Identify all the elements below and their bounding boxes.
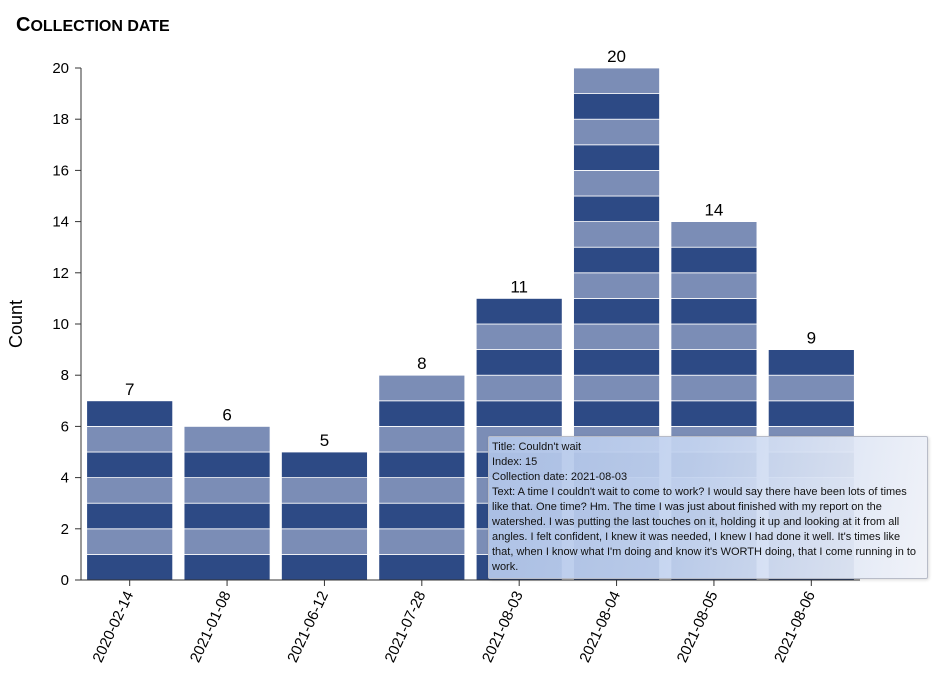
y-tick-label: 0 bbox=[61, 572, 69, 589]
bar-segment[interactable] bbox=[475, 349, 563, 376]
bar-segment[interactable] bbox=[573, 221, 660, 248]
bar-segment[interactable] bbox=[183, 425, 271, 453]
bar-segment[interactable] bbox=[573, 246, 660, 274]
bar-segment[interactable] bbox=[86, 425, 174, 453]
x-tick-label: 2021-07-28 bbox=[382, 589, 430, 666]
y-tick-label: 20 bbox=[52, 60, 69, 77]
bar-value-label: 8 bbox=[417, 354, 426, 373]
tooltip-text: Text: A time I couldn't wait to come to … bbox=[492, 486, 917, 573]
bar-value-label: 9 bbox=[807, 329, 816, 348]
data-tooltip: Title: Couldn't wait Index: 15 Collectio… bbox=[488, 436, 928, 579]
bar-segment[interactable] bbox=[670, 349, 758, 376]
tooltip-title: Title: Couldn't wait bbox=[492, 441, 582, 453]
x-tick-label: 2021-06-12 bbox=[284, 589, 332, 666]
bar-segment[interactable] bbox=[281, 451, 368, 479]
bar-value-label: 7 bbox=[125, 380, 134, 399]
y-axis-label: Count bbox=[6, 300, 26, 348]
bar-value-label: 20 bbox=[607, 47, 626, 66]
bar-segment[interactable] bbox=[573, 374, 660, 402]
x-tick-label: 2021-08-06 bbox=[771, 589, 819, 666]
bar-segment[interactable] bbox=[86, 554, 174, 581]
bar-segment[interactable] bbox=[378, 554, 466, 581]
chart-title: COLLECTION DATE bbox=[16, 14, 170, 36]
bar-segment[interactable] bbox=[573, 272, 660, 299]
bar-segment[interactable] bbox=[767, 374, 855, 402]
y-tick-label: 12 bbox=[52, 265, 69, 282]
y-tick-label: 10 bbox=[52, 316, 69, 333]
bar-value-label: 14 bbox=[704, 201, 723, 220]
bar-segment[interactable] bbox=[475, 374, 563, 402]
bar-segment[interactable] bbox=[183, 451, 271, 479]
bar-segment[interactable] bbox=[573, 349, 660, 376]
bar-segment[interactable] bbox=[86, 400, 174, 427]
y-tick-label: 8 bbox=[61, 367, 69, 384]
bar-segment[interactable] bbox=[281, 477, 368, 504]
bar-segment[interactable] bbox=[378, 528, 466, 555]
bar-segment[interactable] bbox=[573, 323, 660, 351]
bar-segment[interactable] bbox=[670, 221, 758, 248]
bar-segment[interactable] bbox=[86, 502, 174, 530]
bar-segment[interactable] bbox=[378, 477, 466, 504]
bar-segment[interactable] bbox=[281, 554, 368, 581]
bar-segment[interactable] bbox=[183, 477, 271, 504]
bar-segment[interactable] bbox=[183, 502, 271, 530]
x-tick-label: 2020-02-14 bbox=[89, 589, 137, 666]
x-tick-label: 2021-08-05 bbox=[674, 589, 722, 666]
bar-segment[interactable] bbox=[670, 297, 758, 325]
bar-segment[interactable] bbox=[767, 400, 855, 427]
bar-segment[interactable] bbox=[573, 400, 660, 427]
y-tick-label: 2 bbox=[61, 521, 69, 538]
bar-segment[interactable] bbox=[573, 118, 660, 146]
bar-segment[interactable] bbox=[573, 144, 660, 171]
x-tick-label: 2021-08-03 bbox=[479, 589, 527, 666]
bar-segment[interactable] bbox=[475, 323, 563, 351]
bar-segment[interactable] bbox=[670, 246, 758, 274]
bar-segment[interactable] bbox=[281, 502, 368, 530]
bar-segment[interactable] bbox=[475, 400, 563, 427]
bar-segment[interactable] bbox=[573, 195, 660, 223]
bar-segment[interactable] bbox=[183, 554, 271, 581]
bar-segment[interactable] bbox=[378, 451, 466, 479]
y-tick-label: 14 bbox=[52, 214, 69, 231]
bar-segment[interactable] bbox=[378, 400, 466, 427]
bar-segment[interactable] bbox=[183, 528, 271, 555]
tooltip-index: Index: 15 bbox=[492, 456, 538, 468]
bar-segment[interactable] bbox=[86, 528, 174, 555]
bar-segment[interactable] bbox=[86, 477, 174, 504]
bar-value-label: 11 bbox=[510, 277, 528, 296]
bar-segment[interactable] bbox=[767, 349, 855, 376]
bar-value-label: 5 bbox=[320, 431, 329, 450]
tooltip-date: Collection date: 2021-08-03 bbox=[492, 471, 628, 483]
x-tick-label: 2021-01-08 bbox=[187, 589, 235, 666]
bar-segment[interactable] bbox=[281, 528, 368, 555]
bar-value-label: 6 bbox=[222, 405, 231, 424]
bar-segment[interactable] bbox=[378, 425, 466, 453]
bar-segment[interactable] bbox=[573, 67, 660, 95]
y-tick-label: 4 bbox=[61, 470, 69, 487]
bar-segment[interactable] bbox=[670, 400, 758, 427]
x-tick-label: 2021-08-04 bbox=[576, 589, 624, 666]
bar-segment[interactable] bbox=[670, 272, 758, 299]
bar-segment[interactable] bbox=[573, 169, 660, 197]
bar-segment[interactable] bbox=[573, 93, 660, 120]
y-tick-label: 6 bbox=[61, 418, 69, 435]
bar-segment[interactable] bbox=[378, 502, 466, 530]
y-tick-label: 16 bbox=[52, 162, 69, 179]
bar-segment[interactable] bbox=[670, 323, 758, 351]
bar-segment[interactable] bbox=[670, 374, 758, 402]
bar-segment[interactable] bbox=[378, 374, 466, 402]
bar-segment[interactable] bbox=[475, 297, 563, 325]
chart-title-rest: OLLECTION DATE bbox=[30, 18, 170, 35]
bar-segment[interactable] bbox=[86, 451, 174, 479]
y-tick-label: 18 bbox=[52, 111, 69, 128]
bar-segment[interactable] bbox=[573, 297, 660, 325]
